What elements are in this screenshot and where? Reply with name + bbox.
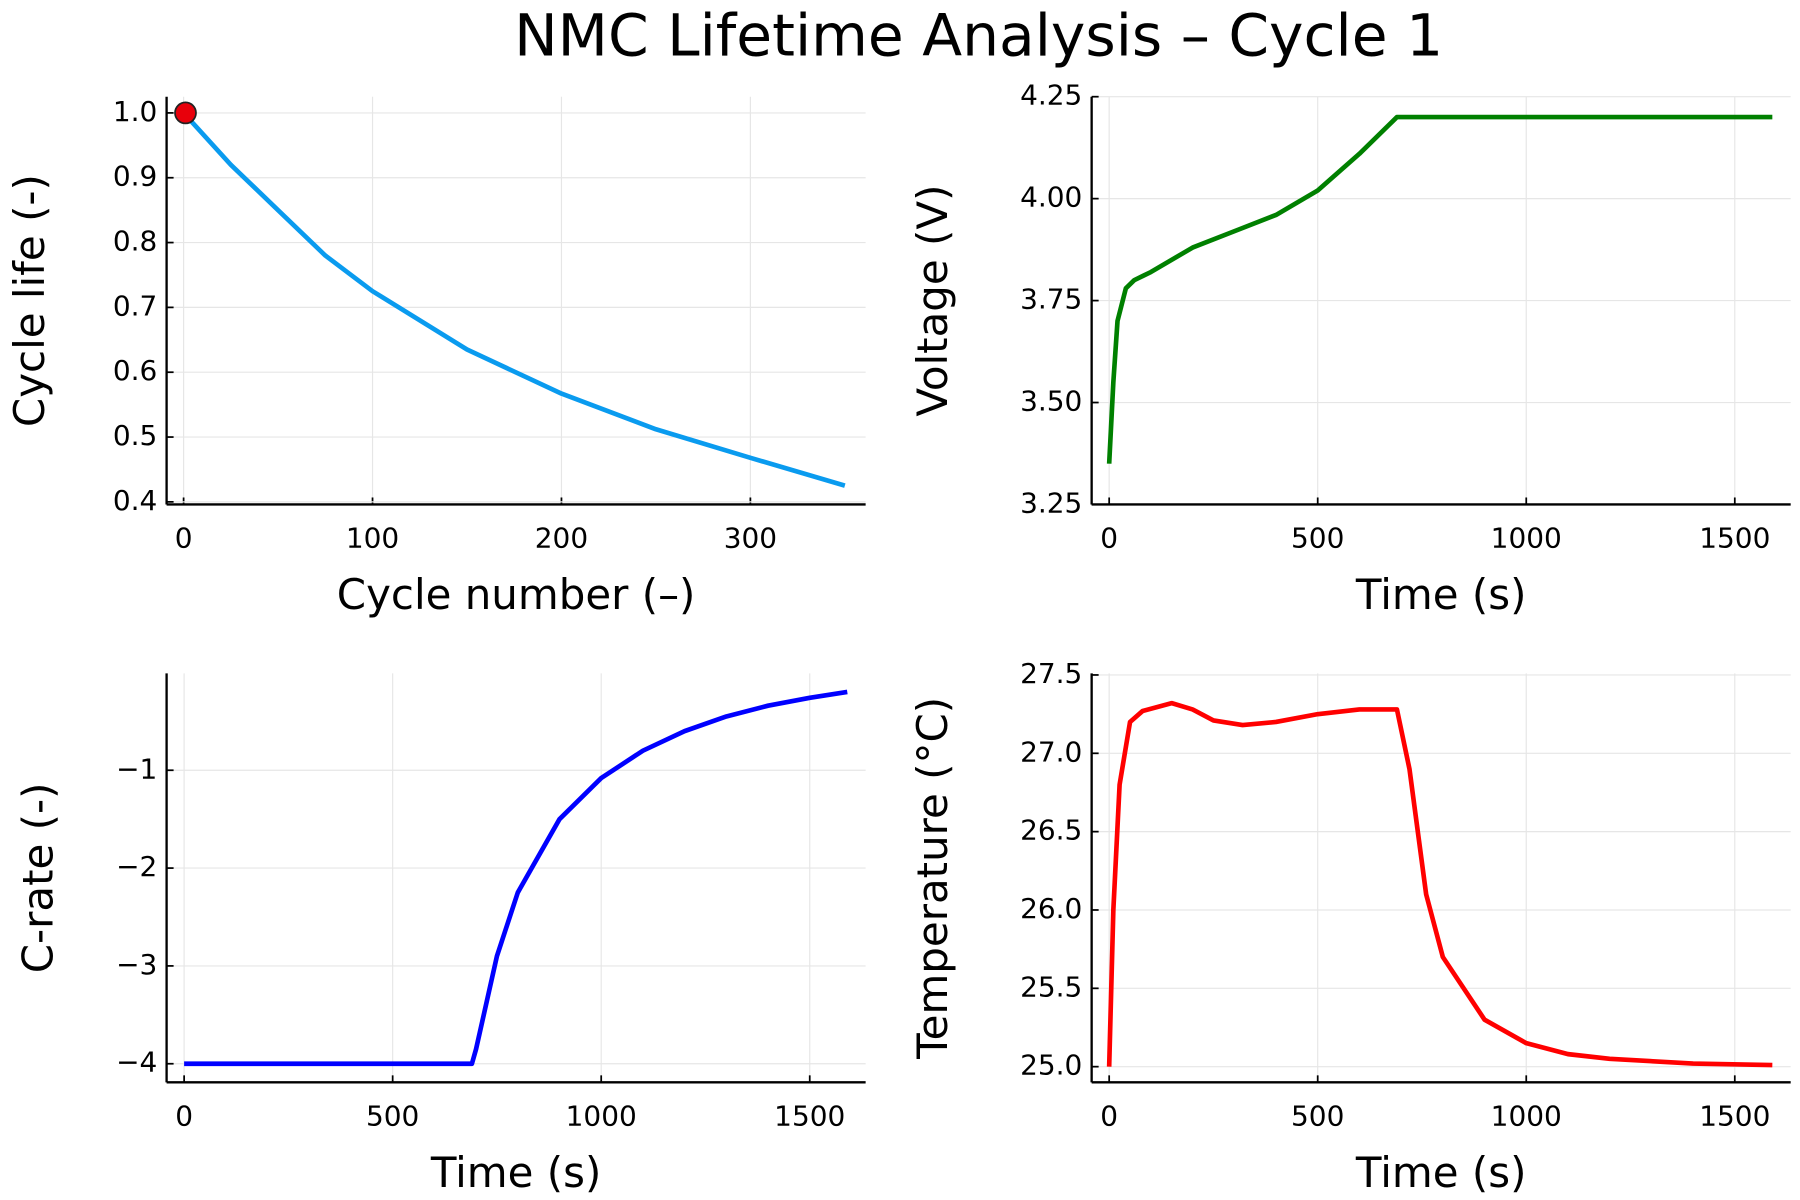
y-tick-label: 25.5	[1020, 970, 1082, 1003]
x-tick-label: 500	[366, 1099, 419, 1132]
y-axis-label: C-rate (-)	[13, 782, 62, 973]
y-tick-label: 0.7	[113, 289, 157, 322]
x-tick-label: 200	[535, 521, 588, 554]
y-tick-label: 3.75	[1020, 283, 1082, 316]
x-tick-label: 100	[346, 521, 399, 554]
y-tick-label: 4.00	[1020, 181, 1082, 214]
y-tick-label: −2	[116, 850, 157, 883]
x-tick-label: 1500	[774, 1099, 845, 1132]
y-axis-label: Cycle life (-)	[5, 174, 54, 427]
x-tick-label: 0	[1100, 521, 1118, 554]
y-tick-label: 3.50	[1020, 385, 1082, 418]
y-tick-label: 0.8	[113, 225, 157, 258]
x-tick-label: 500	[1291, 1099, 1344, 1132]
y-tick-label: 1.0	[113, 95, 157, 128]
y-tick-label: 0.5	[113, 419, 157, 452]
figure-title: NMC Lifetime Analysis – Cycle 1	[514, 2, 1443, 70]
x-tick-label: 1500	[1699, 1099, 1770, 1132]
x-tick-label: 0	[1100, 1099, 1118, 1132]
y-tick-label: 0.6	[113, 354, 157, 387]
x-tick-label: 1000	[1491, 521, 1562, 554]
y-tick-label: 26.0	[1020, 892, 1082, 925]
x-tick-label: 300	[724, 521, 777, 554]
y-tick-label: 26.5	[1020, 814, 1082, 847]
y-tick-label: 0.4	[113, 484, 157, 517]
y-tick-label: 27.5	[1020, 657, 1082, 690]
y-tick-label: 0.9	[113, 160, 157, 193]
x-tick-label: 1500	[1699, 521, 1770, 554]
data-line	[181, 111, 846, 488]
y-tick-label: 3.25	[1020, 486, 1082, 519]
data-line	[1106, 700, 1773, 1068]
data-line	[184, 689, 848, 1067]
y-tick-label: −3	[116, 948, 157, 981]
y-tick-label: 25.0	[1020, 1049, 1082, 1082]
data-line	[1106, 114, 1773, 464]
x-tick-label: 500	[1291, 521, 1344, 554]
x-tick-label: 0	[175, 1099, 193, 1132]
y-tick-label: 4.25	[1020, 79, 1082, 112]
x-axis-label: Time (s)	[1355, 570, 1527, 619]
y-tick-label: −1	[116, 752, 157, 785]
current-cycle-marker	[174, 101, 197, 125]
x-axis-label: Time (s)	[1355, 1148, 1527, 1197]
x-axis-label: Time (s)	[430, 1148, 602, 1197]
y-tick-label: 27.0	[1020, 735, 1082, 768]
x-axis-label: Cycle number (–)	[337, 570, 696, 619]
y-axis-label: Voltage (V)	[908, 185, 957, 417]
x-tick-label: 1000	[1491, 1099, 1562, 1132]
y-axis-label: Temperature (°C)	[908, 697, 957, 1060]
x-tick-label: 1000	[566, 1099, 637, 1132]
y-tick-label: −4	[116, 1046, 157, 1079]
x-tick-label: 0	[175, 521, 193, 554]
